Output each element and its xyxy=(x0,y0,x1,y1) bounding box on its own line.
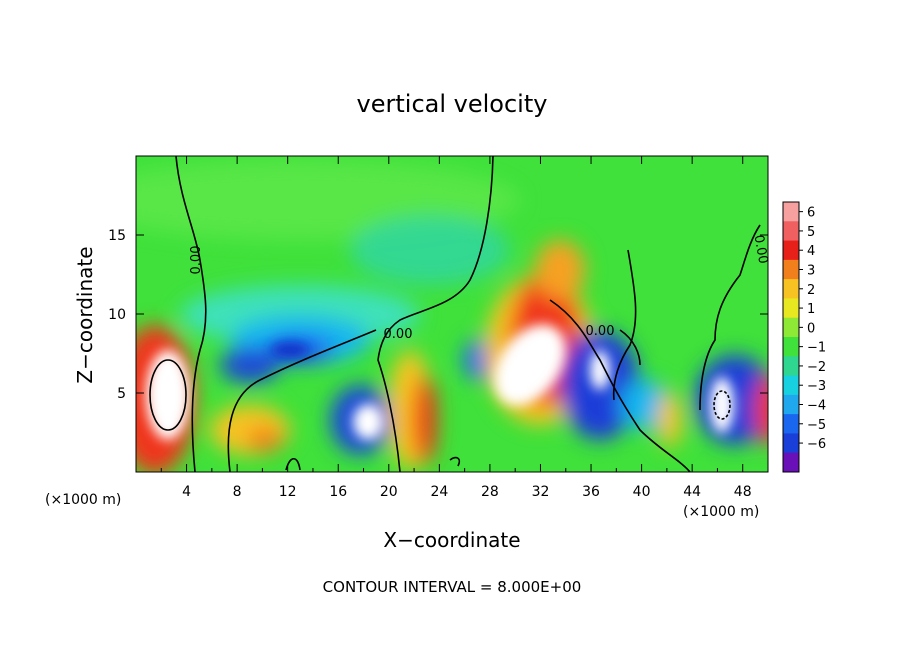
y-tick-label: 5 xyxy=(117,386,126,402)
x-unit-left: (×1000 m) xyxy=(45,492,121,508)
core-shading xyxy=(146,324,734,440)
x-unit-right: (×1000 m) xyxy=(683,504,759,520)
chart-title: vertical velocity xyxy=(357,90,548,118)
colorbar-label: 0 xyxy=(807,321,815,336)
x-tick-label: 28 xyxy=(481,484,499,500)
x-axis: 4 8 12 16 20 24 28 32 36 40 44 48 xyxy=(160,156,752,500)
contour-interval-note: CONTOUR INTERVAL = 8.000E+00 xyxy=(323,578,582,596)
colorbar-swatch xyxy=(783,375,799,396)
colorbar-swatch xyxy=(783,221,799,242)
colorbar-label: 6 xyxy=(807,206,815,221)
colorbar-label: 5 xyxy=(807,225,815,240)
contour-label-2: 0.00 xyxy=(384,327,413,342)
x-tick-label: 36 xyxy=(582,484,600,500)
colorbar-label: −4 xyxy=(807,399,826,414)
colorbar-label: 4 xyxy=(807,244,815,259)
colorbar-swatch xyxy=(783,337,799,357)
colorbar: 6 5 4 3 2 1 0 −1 −2 −3 −4 −5 −6 xyxy=(782,201,826,473)
y-axis: 5 10 15 xyxy=(108,228,768,402)
x-tick-label: 16 xyxy=(329,484,347,500)
colorbar-swatch xyxy=(783,259,799,280)
colorbar-swatch xyxy=(783,298,799,319)
contour-label-4: 0.00 xyxy=(751,234,771,265)
x-tick-label: 8 xyxy=(233,484,242,500)
colorbar-swatch xyxy=(783,452,799,473)
y-tick-label: 15 xyxy=(108,228,126,244)
colorbar-label: 2 xyxy=(807,283,815,298)
colorbar-swatch xyxy=(783,202,799,222)
contour-labels: 0.00 0.00 0.00 0.00 xyxy=(189,234,771,342)
x-tick-label: 12 xyxy=(279,484,297,500)
colorbar-label: −1 xyxy=(807,341,826,356)
x-axis-label: X−coordinate xyxy=(383,528,520,552)
colorbar-swatch xyxy=(783,433,799,454)
plot-area: 0.00 0.00 0.00 0.00 xyxy=(136,156,771,472)
colorbar-swatch xyxy=(783,414,799,434)
colorbar-swatch xyxy=(783,394,799,415)
colorbar-swatch xyxy=(783,317,799,338)
colorbar-swatch xyxy=(783,279,799,299)
colorbar-label: −6 xyxy=(807,437,826,452)
colorbar-label: 1 xyxy=(807,302,815,317)
field-shading xyxy=(136,160,768,472)
contour-label-1: 0.00 xyxy=(189,246,204,275)
contour-label-3: 0.00 xyxy=(586,324,615,339)
y-axis-label: Z−coordinate xyxy=(73,246,97,383)
colorbar-swatch xyxy=(783,240,799,261)
x-tick-label: 48 xyxy=(734,484,752,500)
x-tick-label: 40 xyxy=(633,484,651,500)
colorbar-label: −3 xyxy=(807,379,826,394)
x-tick-label: 4 xyxy=(182,484,191,500)
x-tick-label: 24 xyxy=(430,484,448,500)
colorbar-frame xyxy=(782,201,800,473)
zero-contours xyxy=(149,156,761,472)
x-tick-label: 32 xyxy=(532,484,550,500)
x-tick-label: 44 xyxy=(683,484,701,500)
y-tick-label: 10 xyxy=(108,307,126,323)
colorbar-swatch xyxy=(783,356,799,377)
colorbar-label: 3 xyxy=(807,264,815,279)
colorbar-label: −5 xyxy=(807,418,826,433)
x-tick-label: 20 xyxy=(380,484,398,500)
colorbar-label: −2 xyxy=(807,360,826,375)
